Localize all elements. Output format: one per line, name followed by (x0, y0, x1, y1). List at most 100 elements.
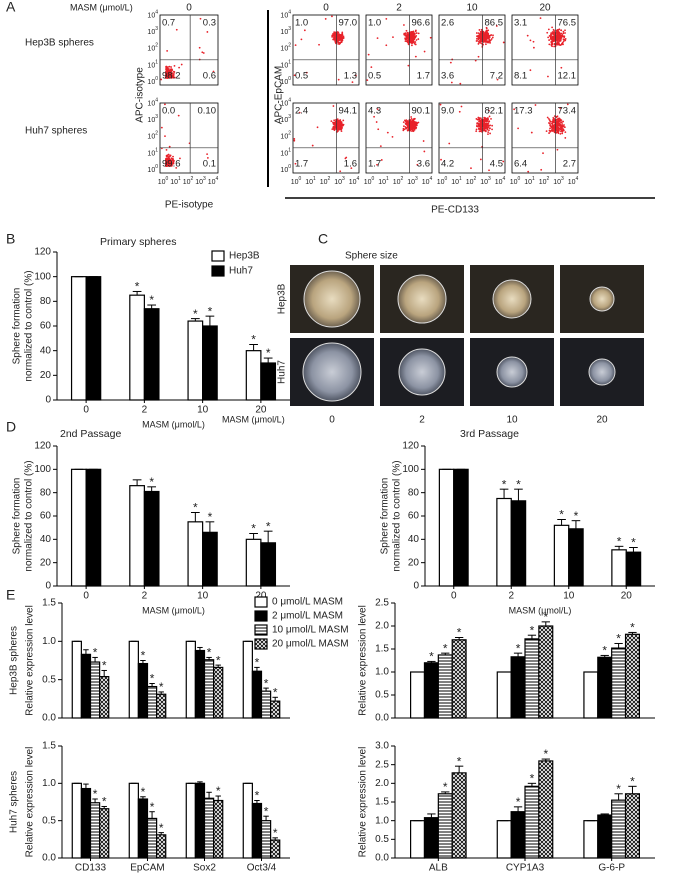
event-dot (486, 122, 489, 125)
event-dot (561, 34, 564, 36)
y-tick-label: 100 (34, 271, 51, 282)
tick-base: 10 (280, 167, 288, 174)
event-dot (175, 166, 178, 169)
significance-mark: * (193, 501, 198, 515)
event-dot (170, 66, 172, 68)
tick-base: 10 (147, 100, 155, 107)
quadrant-percent: 12.1 (558, 71, 577, 82)
bar (583, 671, 599, 719)
axis-tick-label: 102 (183, 176, 194, 186)
event-dot (409, 37, 412, 40)
event-dot (557, 130, 560, 132)
event-dot (206, 153, 209, 156)
event-dot (549, 36, 552, 38)
quadrant-percent: 94.1 (339, 106, 358, 117)
y-axis-label: Sphere formation (12, 288, 23, 365)
event-dot (551, 123, 554, 125)
event-dot (316, 126, 319, 129)
axis-tick-label: 100 (280, 76, 291, 86)
event-dot (477, 36, 480, 39)
event-dot (164, 103, 166, 106)
tick-exponent: 0 (288, 76, 291, 82)
y-tick-label: 0.5 (42, 815, 56, 826)
significance-mark: * (102, 795, 107, 809)
tick-base: 10 (510, 179, 518, 186)
panel-letter: C (318, 231, 328, 247)
bar (128, 782, 139, 859)
event-dot (423, 50, 426, 53)
y-tick-label: 0.0 (375, 853, 389, 864)
event-dot (553, 31, 555, 34)
event-dot (318, 43, 320, 46)
legend-label: 10 μmol/L MASM (272, 625, 349, 636)
event-dot (562, 40, 565, 43)
event-dot (492, 34, 494, 37)
tick-exponent: 3 (155, 26, 158, 32)
event-dot (559, 132, 562, 135)
event-dot (547, 36, 550, 39)
legend-swatch (254, 638, 268, 650)
legend-swatch (211, 265, 225, 277)
event-dot (175, 28, 178, 31)
event-dot (549, 120, 552, 123)
quadrant-percent: 0.0 (162, 106, 175, 117)
bar (143, 308, 160, 401)
bar (203, 797, 215, 859)
axis-tick-label: 100 (291, 176, 302, 186)
event-dot (564, 37, 567, 40)
event-dot (560, 66, 563, 69)
legend-label: 0 μmol/L MASM (272, 597, 343, 608)
bar (85, 276, 102, 401)
sphere (496, 356, 528, 388)
event-dot (487, 40, 490, 43)
dose-label: 10 (506, 415, 518, 426)
bar (80, 787, 92, 859)
event-dot (556, 118, 559, 121)
bar (129, 485, 145, 587)
plot-frame (511, 102, 579, 174)
event-dot (373, 115, 375, 118)
event-dot (376, 163, 378, 166)
significance-mark: * (208, 304, 213, 318)
event-dot (485, 26, 488, 29)
event-dot (340, 38, 343, 41)
y-tick-label: 80 (408, 487, 420, 498)
bar (624, 633, 640, 719)
event-dot (410, 120, 413, 123)
event-dot (385, 44, 388, 47)
event-dot (333, 33, 336, 36)
y-axis-label: normalized to control (%) (24, 270, 35, 381)
event-dot (367, 53, 370, 56)
quadrant-percent: 96.6 (412, 18, 431, 29)
event-dot (337, 130, 339, 132)
event-dot (409, 41, 412, 44)
significance-mark: * (255, 656, 260, 670)
tick-base: 10 (195, 179, 203, 186)
y-tick-label: 120 (34, 441, 51, 452)
event-dot (416, 163, 419, 166)
axis-tick-label: 101 (170, 176, 181, 186)
tick-exponent: 2 (288, 131, 291, 137)
event-dot (324, 18, 327, 20)
event-dot (549, 130, 552, 133)
event-dot (412, 39, 414, 42)
x-tick-label: 10 (563, 591, 575, 602)
x-tick-label: CYP1A3 (506, 863, 545, 874)
significance-mark: * (516, 641, 521, 655)
event-dot (563, 126, 566, 129)
bar (202, 531, 218, 587)
quadrant-percent: 4.5 (490, 159, 503, 170)
event-dot (558, 40, 560, 43)
event-dot (173, 76, 176, 79)
tick-exponent: 3 (488, 176, 491, 182)
quadrant-percent: 1.7 (368, 159, 381, 170)
x-tick-label: 0 (83, 405, 89, 416)
flow-plot: 2.4 94.1 1.7 1.6 (292, 102, 360, 174)
event-dot (337, 43, 340, 45)
tick-base: 10 (147, 134, 155, 141)
tick-base: 10 (451, 179, 459, 186)
significance-mark: * (530, 623, 535, 637)
event-dot (414, 30, 417, 33)
event-dot (513, 108, 516, 111)
axis-tick-label: 103 (553, 176, 564, 186)
